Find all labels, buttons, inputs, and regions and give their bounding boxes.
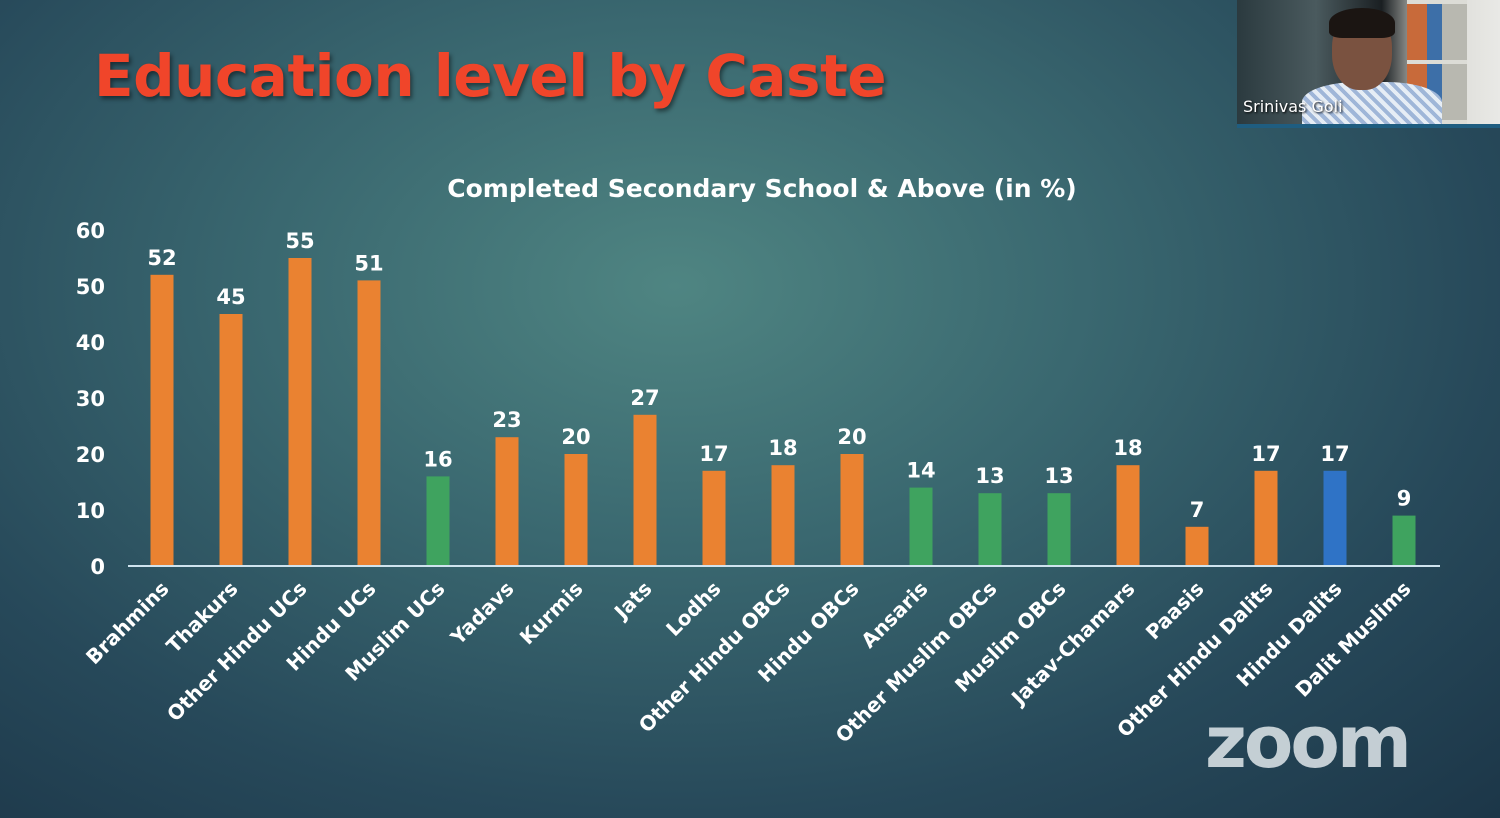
y-axis: 0 10 20 30 40 50 60 [76,219,105,579]
bar [771,465,795,566]
x-tick-label: Kurmis [515,577,588,650]
x-tick-label: Yadavs [445,577,518,650]
participant-name: Srinivas Goli [1243,97,1343,116]
bar [1392,515,1416,566]
slide-title: Education level by Caste [94,42,887,110]
bar [633,414,657,566]
y-tick-label: 40 [76,331,105,355]
bar [840,454,864,566]
data-label: 51 [354,251,383,275]
bar [150,274,174,566]
x-tick-label: Jats [608,577,656,625]
data-label: 14 [906,459,935,483]
data-label: 17 [699,442,728,466]
x-tick-label: Dalit Muslims [1290,577,1415,702]
x-tick-label: Paasis [1141,577,1209,645]
bar [909,487,933,566]
participant-hair [1329,8,1395,38]
data-label: 52 [147,246,176,270]
data-label: 23 [492,408,521,432]
bar [1185,526,1209,566]
bar [564,454,588,566]
y-tick-label: 60 [76,219,105,243]
data-label: 17 [1320,442,1349,466]
bar [702,470,726,566]
data-label: 20 [837,425,866,449]
y-tick-label: 20 [76,443,105,467]
zoom-watermark: zoom [1205,700,1412,784]
y-tick-label: 30 [76,387,105,411]
bar [1047,493,1071,566]
bar [1323,470,1347,566]
data-label: 13 [1044,464,1073,488]
y-tick-label: 0 [90,555,105,579]
data-label: 45 [216,285,245,309]
data-label: 18 [1113,436,1142,460]
active-speaker-border [1237,124,1500,128]
bar [978,493,1002,566]
x-tick-label: Jatav-Chamars [1005,577,1139,711]
x-tick-label: Lodhs [661,577,725,641]
participant-shirt [1302,82,1442,124]
y-tick-label: 10 [76,499,105,523]
data-label: 16 [423,447,452,471]
data-label: 17 [1251,442,1280,466]
data-label: 55 [285,229,314,253]
bar [495,437,519,566]
bar [219,314,243,566]
chart-title: Completed Secondary School & Above (in %… [447,174,1076,203]
bar [1254,470,1278,566]
x-tick-label: Brahmins [81,577,173,669]
data-label: 18 [768,436,797,460]
bar [288,258,312,566]
data-label: 7 [1190,498,1205,522]
y-tick-label: 50 [76,275,105,299]
data-label: 9 [1397,487,1412,511]
data-label: 27 [630,386,659,410]
bar [357,280,381,566]
participant-video[interactable]: Srinivas Goli [1237,0,1500,124]
bar [426,476,450,566]
bar [1116,465,1140,566]
data-label: 13 [975,464,1004,488]
data-label: 20 [561,425,590,449]
